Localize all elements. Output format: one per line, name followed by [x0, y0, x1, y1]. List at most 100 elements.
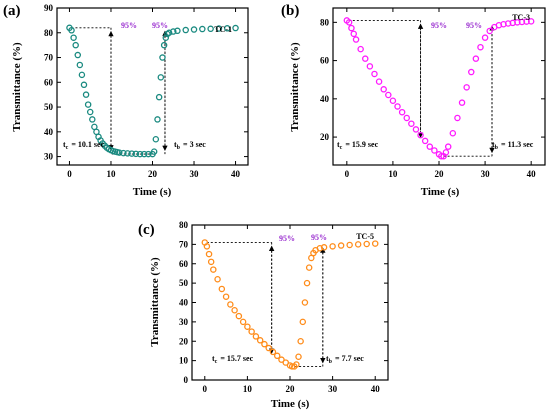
chart-b-95-left: 95%: [431, 21, 447, 30]
chart-b-xtick-label: 40: [527, 169, 537, 179]
chart-a-data-point: [182, 26, 189, 34]
chart-c-series-label: TC-5: [356, 232, 374, 241]
chart-a-data-point: [162, 34, 170, 41]
chart-a-data-point: [132, 150, 140, 158]
chart-c-data-point: [316, 244, 324, 252]
chart-a-xtick-label: 40: [231, 169, 241, 179]
chart-c-data-point: [305, 264, 313, 271]
chart-a-ytick-label: 90: [44, 3, 54, 13]
chart-c-data-point: [299, 318, 307, 326]
chart-c-ytick-label: 60: [179, 259, 189, 269]
chart-c-data-point: [329, 243, 336, 250]
chart-a-data-point: [160, 41, 168, 49]
chart-a-data-point: [165, 29, 173, 37]
chart-b-data-point: [444, 143, 452, 150]
chart-b-data-point: [458, 99, 466, 106]
chart-a-data-point: [72, 41, 79, 49]
chart-a-data-point: [223, 25, 231, 32]
chart-c-xtick-label: 20: [286, 384, 296, 394]
panel-label-c: (c): [138, 222, 155, 238]
chart-b-data-point: [375, 78, 383, 85]
chart-c-ylabel: Transmittance (%): [149, 257, 161, 347]
chart-a-xtick-label: 0: [67, 169, 72, 179]
chart-c-data-point: [295, 353, 302, 360]
chart-c-data-point: [363, 240, 370, 248]
chart-b-series-label: TC-3: [512, 13, 530, 22]
chart-b-data-point: [527, 18, 535, 25]
chart-a-ylabel: Transmittance (%): [11, 42, 23, 132]
chart-c-xtick-label: 30: [328, 384, 338, 394]
chart-a-data-point: [74, 51, 82, 59]
chart-c-tb-label: tb = 7.7 sec: [326, 354, 364, 365]
chart-a-data-point: [78, 71, 86, 79]
chart-a-data-point: [154, 116, 161, 123]
chart-a-data-point: [70, 34, 77, 41]
chart-b-data-point: [463, 84, 470, 91]
chart-a-data-point: [207, 25, 214, 33]
chart-c-data-point: [303, 279, 311, 287]
chart-b-xlabel: Time (s): [421, 186, 460, 198]
chart-b-data-point: [352, 36, 360, 43]
chart-b-data-point: [357, 45, 364, 53]
chart-a-data-point: [159, 54, 166, 61]
chart-b-data-point: [350, 30, 357, 38]
chart-a-xtick-label: 10: [106, 169, 116, 179]
chart-a-xtick-label: 30: [190, 169, 200, 179]
chart-c-data-point: [320, 244, 328, 251]
chart-c-data-point: [371, 240, 379, 247]
chart-b-data-point: [486, 27, 493, 35]
chart-c-xlabel: Time (s): [271, 398, 310, 410]
chart-b-data-point: [380, 86, 387, 93]
chart-a-data-point: [215, 25, 223, 32]
chart-c-data-point: [227, 301, 234, 308]
chart-b-data-point: [442, 149, 450, 156]
chart-a-data-point: [152, 135, 160, 143]
chart-b-data-point: [468, 68, 475, 76]
chart-c-data-point: [273, 352, 281, 360]
chart-b-data-point: [366, 63, 374, 70]
chart-b-data-point: [454, 114, 461, 122]
chart-b-data-point: [472, 55, 480, 62]
chart-b-data-point: [449, 130, 457, 137]
chart-c-data-point: [222, 293, 230, 300]
chart-c-ytick-label: 30: [179, 317, 189, 327]
chart-c-ytick-label: 40: [179, 298, 189, 308]
panel-label-a: (a): [3, 3, 21, 19]
chart-b-data-point: [412, 126, 420, 133]
chart-a-tb-label: tb = 3 sec: [174, 140, 206, 151]
chart-b-xtick-label: 0: [345, 169, 350, 179]
chart-a-data-point: [84, 101, 92, 108]
chart-a-data-point: [232, 24, 239, 32]
chart-c: 0 10 20 30 40 0 10 20 30 40 50 60 70 80 Time (s) Tran…: [149, 220, 389, 410]
chart-b-95-right: 95%: [466, 21, 482, 30]
chart-c-data-point: [203, 243, 211, 250]
chart-a-tc-label: tc = 10.1 sec: [63, 140, 105, 151]
chart-a-ytick-label: 30: [44, 152, 54, 162]
chart-c-data-point: [210, 266, 217, 273]
chart-b-data-point: [371, 70, 378, 78]
chart-b-ylabel: Transmittance (%): [289, 42, 301, 132]
chart-a-series-label: TC-1: [214, 25, 232, 34]
chart-b-data-point: [403, 114, 410, 122]
chart-b-ytick-label: 40: [320, 94, 330, 104]
chart-c-data-point: [205, 250, 213, 258]
chart-c-95-left: 95%: [279, 234, 295, 243]
chart-c-xtick-label: 10: [243, 384, 253, 394]
chart-a-data-point: [116, 149, 123, 156]
chart-a-data-point: [145, 150, 152, 158]
chart-a-95-right: 95%: [152, 21, 168, 30]
chart-b-data-point: [431, 147, 438, 154]
chart-c-data-point: [297, 338, 304, 345]
chart-c-ytick-label: 0: [184, 375, 189, 385]
chart-c-data-point: [301, 299, 309, 306]
chart-b-data-point: [408, 120, 415, 127]
chart-c-ytick-label: 70: [179, 239, 189, 249]
chart-b-data-point: [481, 34, 489, 41]
chart-a-data-point: [89, 116, 96, 123]
chart-c-data-point: [239, 318, 247, 326]
chart-a-data-point: [199, 25, 206, 33]
chart-a-ytick-label: 80: [44, 28, 54, 38]
chart-b-data-point: [385, 91, 392, 99]
chart-a-ytick-label: 60: [44, 77, 54, 87]
chart-c-data-point: [235, 312, 243, 320]
